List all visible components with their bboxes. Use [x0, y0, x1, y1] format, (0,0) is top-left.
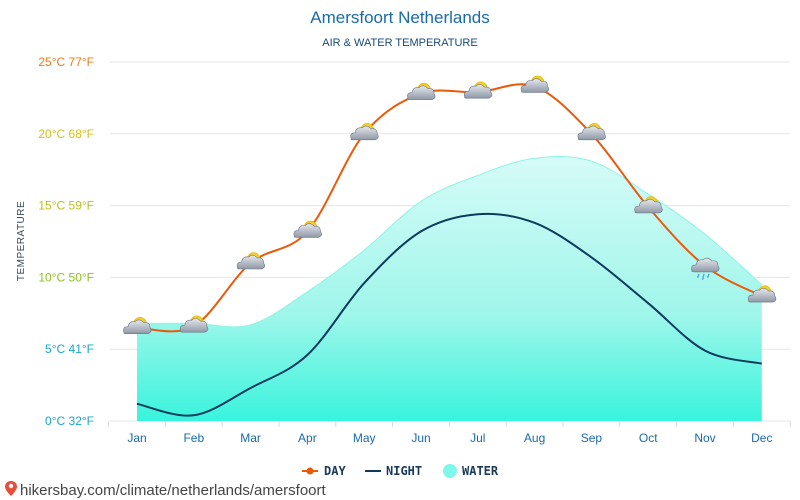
rain-cloud-icon: [691, 257, 720, 281]
x-axis-ticks: Jan Feb Mar Apr May Jun Jul Aug Sep Oct Nov Dec: [108, 421, 791, 445]
map-pin-icon: [5, 481, 17, 496]
x-tick-label: Feb: [183, 431, 204, 445]
chart-subtitle: AIR & WATER TEMPERATURE: [322, 37, 477, 49]
partly-cloudy-icon: [123, 316, 152, 335]
legend-item-night[interactable]: NIGHT: [365, 464, 422, 478]
partly-cloudy-icon: [236, 252, 266, 270]
x-tick-label: Oct: [639, 431, 658, 445]
legend-day-marker: [306, 467, 314, 475]
x-tick-label: Aug: [524, 431, 545, 445]
night-series: [136, 212, 763, 417]
y-tick-label: 0°C 32°F: [45, 414, 94, 428]
legend-water-marker: [443, 464, 457, 478]
y-tick-label: 20°C 68°F: [38, 127, 94, 141]
weather-icons: [123, 75, 777, 335]
water-line: [136, 155, 763, 328]
x-tick-label: May: [353, 431, 376, 445]
y-axis-label: TEMPERATURE: [16, 201, 27, 281]
water-area: [137, 156, 762, 421]
legend: DAY NIGHT WATER: [302, 464, 499, 478]
x-tick-label: Mar: [240, 431, 261, 445]
partly-cloudy-icon: [464, 81, 493, 99]
legend-night-label: NIGHT: [386, 464, 422, 478]
y-tick-label: 15°C 59°F: [38, 199, 94, 213]
footer-link[interactable]: hikersbay.com/climate/netherlands/amersf…: [20, 482, 327, 499]
night-line: [136, 212, 763, 417]
water-series: [136, 155, 763, 421]
partly-cloudy-icon: [180, 315, 209, 333]
chart-title: Amersfoort Netherlands: [310, 8, 490, 27]
x-tick-label: Jan: [127, 431, 146, 445]
legend-item-day[interactable]: DAY: [302, 464, 346, 478]
x-tick-label: Jun: [411, 431, 430, 445]
partly-cloudy-icon: [407, 82, 436, 100]
y-tick-label: 25°C 77°F: [38, 55, 94, 69]
partly-cloudy-icon: [350, 123, 379, 141]
legend-water-label: WATER: [462, 464, 499, 478]
x-tick-label: Apr: [298, 431, 317, 445]
partly-cloudy-icon: [577, 123, 606, 141]
y-axis-ticks: 0°C 32°F 5°C 41°F 10°C 50°F 15°C 59°F 20°C 6…: [38, 55, 94, 428]
y-tick-label: 10°C 50°F: [38, 270, 94, 284]
x-tick-label: Sep: [581, 431, 603, 445]
footer[interactable]: hikersbay.com/climate/netherlands/amersf…: [5, 481, 327, 499]
legend-day-label: DAY: [324, 464, 346, 478]
partly-cloudy-icon: [293, 220, 322, 238]
partly-cloudy-icon: [634, 196, 663, 214]
legend-item-water[interactable]: WATER: [443, 464, 499, 478]
x-tick-label: Jul: [470, 431, 485, 445]
x-tick-label: Nov: [694, 431, 715, 445]
partly-cloudy-icon: [520, 75, 550, 93]
partly-cloudy-icon: [748, 285, 777, 303]
y-tick-label: 5°C 41°F: [45, 342, 94, 356]
x-tick-label: Dec: [751, 431, 772, 445]
